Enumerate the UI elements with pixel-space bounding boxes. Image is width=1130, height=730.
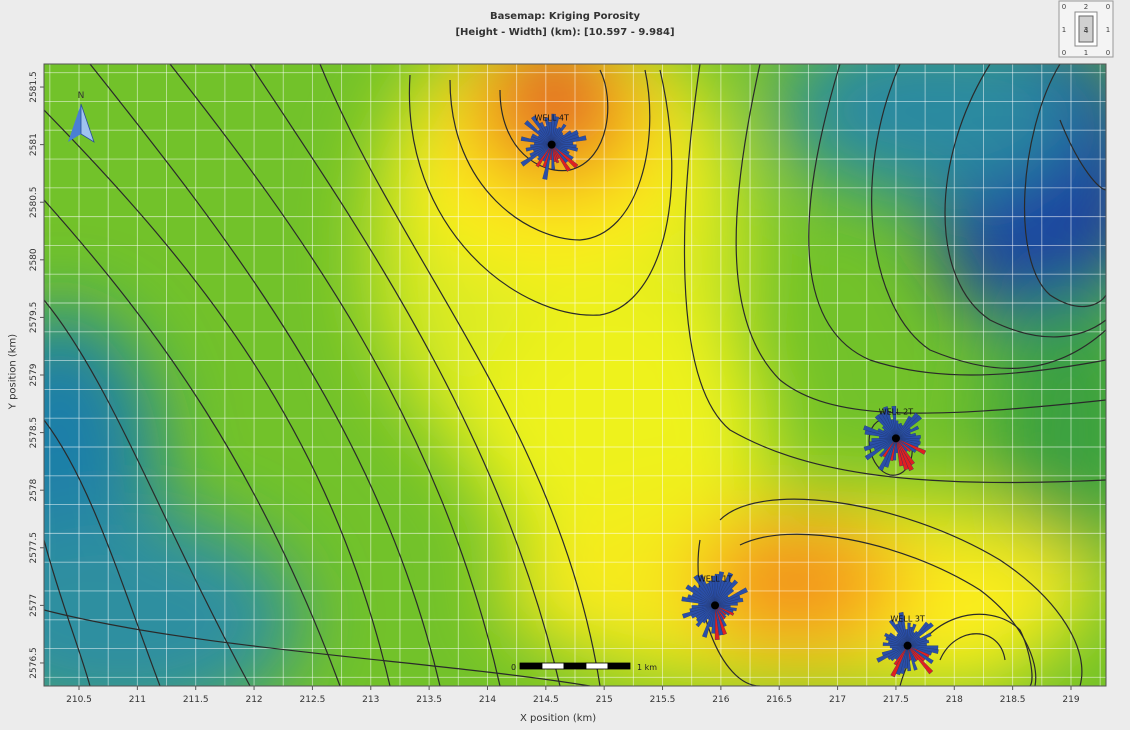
- x-tick-label: 211.5: [183, 695, 209, 705]
- nav-cube-label: 0: [1106, 3, 1110, 11]
- nav-cube-label: 1: [1062, 26, 1066, 34]
- well-label: WELL 3T: [890, 615, 925, 624]
- x-tick-label: 214: [479, 695, 496, 705]
- nav-cube-label: 1: [1106, 26, 1110, 34]
- x-tick-label: 215.5: [650, 695, 676, 705]
- y-tick-label: 2579.5: [29, 302, 39, 334]
- x-tick-label: 218.5: [1000, 695, 1026, 705]
- x-tick-label: 217.5: [883, 695, 909, 705]
- nav-cube-center: 4: [1083, 26, 1088, 35]
- well-marker[interactable]: WELL 4T: [520, 114, 587, 180]
- rose-petal: [907, 622, 934, 646]
- y-tick-label: 2581: [29, 133, 39, 156]
- well-marker[interactable]: WELL 3T: [876, 611, 939, 678]
- x-tick-label: 214.5: [533, 695, 559, 705]
- map-subtitle: [Height - Width] (km): [10.597 - 9.984]: [455, 27, 675, 38]
- north-arrow: N: [68, 91, 95, 143]
- rose-petal: [895, 434, 921, 439]
- nav-cube-label: 0: [1106, 49, 1110, 57]
- rose-petal: [907, 643, 927, 646]
- scale-bar: 0 1 km: [511, 662, 657, 672]
- nav-cube-label: 0: [1062, 49, 1066, 57]
- well-markers: WELL 4T WELL 2T WELL 1T WELL 3T: [520, 114, 939, 678]
- well-dot: [547, 140, 556, 149]
- map-title: Basemap: Kriging Porosity: [489, 11, 641, 22]
- rose-petal: [907, 645, 934, 675]
- y-tick-label: 2580: [29, 248, 39, 271]
- porosity-contours: [44, 64, 1106, 686]
- x-axis-title: X position (km): [520, 713, 597, 724]
- scale-segment: [541, 662, 565, 670]
- scale-start-label: 0: [511, 663, 516, 672]
- scale-segment: [563, 662, 587, 670]
- nav-cube-label: 0: [1062, 3, 1066, 11]
- x-tick-label: 211: [129, 695, 146, 705]
- plot-frame: [43, 63, 1107, 687]
- x-tick-label: 210.5: [66, 695, 92, 705]
- well-dot: [711, 601, 720, 610]
- axis-ticks: 210.5 211 211.5 212 212.5 213 213.5 214 214.5 215…: [29, 71, 1080, 705]
- y-tick-label: 2581.5: [29, 71, 39, 103]
- well-label: WELL 1T: [698, 574, 733, 583]
- y-tick-label: 2577.5: [29, 532, 39, 564]
- x-tick-label: 216: [712, 695, 729, 705]
- x-tick-label: 219: [1062, 695, 1079, 705]
- y-tick-label: 2576.5: [29, 647, 39, 679]
- x-tick-label: 212: [245, 695, 262, 705]
- y-tick-label: 2580.5: [29, 186, 39, 218]
- scale-segment: [585, 662, 609, 670]
- well-marker[interactable]: WELL 2T: [863, 405, 927, 472]
- x-tick-label: 213: [362, 695, 379, 705]
- nav-cube-label: 3: [1084, 26, 1088, 34]
- north-label: N: [78, 91, 85, 101]
- scale-end-label: 1 km: [637, 663, 657, 672]
- x-tick-label: 216.5: [766, 695, 792, 705]
- x-tick-label: 213.5: [416, 695, 442, 705]
- y-tick-label: 2578.5: [29, 417, 39, 449]
- x-tick-label: 218: [946, 695, 963, 705]
- x-tick-label: 217: [829, 695, 846, 705]
- well-dot: [891, 434, 900, 443]
- rose-petal: [715, 602, 738, 606]
- well-label: WELL 2T: [879, 407, 914, 416]
- well-marker[interactable]: WELL 1T: [681, 571, 748, 640]
- rose-petal: [551, 141, 573, 145]
- view-navigation-cube-icon[interactable]: 0 2 0 1 3 1 0 1 0 4: [1058, 0, 1114, 58]
- nav-cube-label: 1: [1084, 49, 1088, 57]
- rose-petal: [898, 611, 908, 646]
- map-gridlines: [44, 64, 1106, 686]
- x-tick-label: 215: [596, 695, 613, 705]
- scale-segment: [519, 662, 543, 670]
- x-tick-label: 212.5: [300, 695, 326, 705]
- well-label: WELL 4T: [534, 114, 569, 123]
- scale-segment: [607, 662, 631, 670]
- y-tick-label: 2578: [29, 478, 39, 501]
- y-axis-title: Y position (km): [7, 333, 19, 410]
- nav-cube-label: 2: [1084, 3, 1088, 11]
- well-dot: [903, 641, 912, 650]
- y-tick-label: 2579: [29, 363, 39, 386]
- y-tick-label: 2577: [29, 594, 39, 617]
